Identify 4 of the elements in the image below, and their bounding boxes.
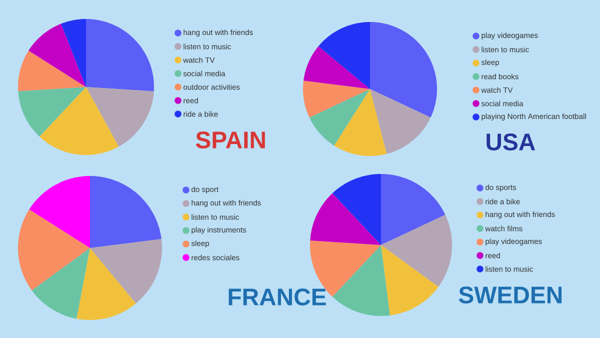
text: SPAIN [196, 132, 265, 148]
text: FRANCE [228, 288, 326, 306]
text: USA [486, 134, 536, 150]
text: SWEDEN [458, 286, 562, 304]
